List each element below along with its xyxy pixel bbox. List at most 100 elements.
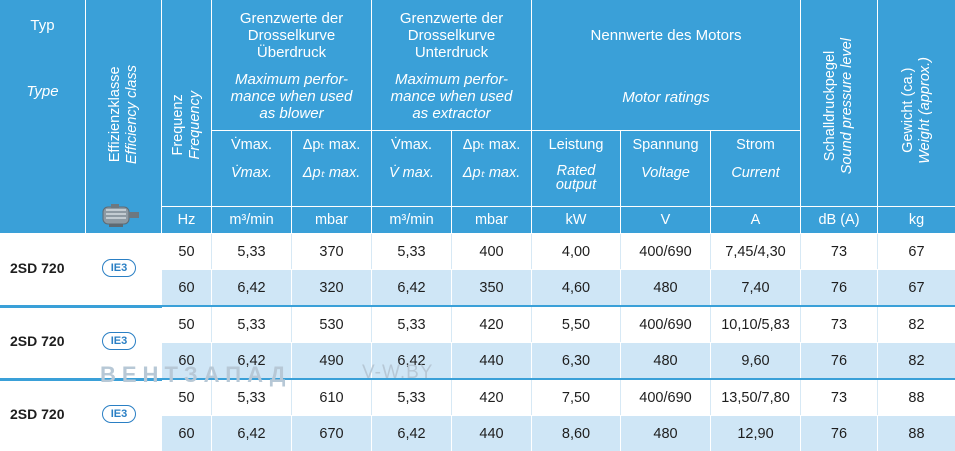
table-cell: 76 — [830, 425, 848, 442]
cell-divider — [877, 270, 878, 305]
header-dp-de: Δpₜ max. — [302, 137, 361, 153]
header-divider — [531, 0, 532, 233]
header-typ-de: Typ — [30, 16, 55, 34]
header-leistung-de: Leistung — [548, 137, 604, 153]
cell-divider — [211, 270, 212, 305]
product-type: 2SD 720 — [10, 260, 65, 276]
table-cell: 6,42 — [397, 352, 426, 369]
table-cell: 6,42 — [237, 352, 266, 369]
header-divider — [371, 0, 372, 233]
header-blower-group: Grenzwerte der Drosselkurve Überdruck Ma… — [212, 10, 371, 125]
header-divider — [451, 130, 452, 233]
table-cell: 50 — [178, 389, 195, 406]
header-dp2-en: Δpₜ max. — [462, 165, 521, 181]
header-divider — [85, 0, 86, 233]
product-type: 2SD 720 — [10, 333, 65, 349]
unit-volt: V — [660, 212, 671, 228]
table-cell: 6,42 — [397, 279, 426, 296]
table-cell: 420 — [479, 316, 504, 333]
header-sound-de: Schalldruckpegel — [822, 50, 838, 162]
cell-divider — [451, 307, 452, 342]
table-cell: 82 — [908, 316, 925, 333]
table-cell: 480 — [653, 425, 678, 442]
table-cell: 530 — [319, 316, 344, 333]
header-leistung-en-2: output — [555, 177, 597, 193]
header-blower-de-1: Grenzwerte der — [239, 10, 344, 27]
header-dp-en: Δpₜ max. — [302, 165, 361, 181]
table-row — [162, 380, 955, 415]
unit-pressure-blower: mbar — [314, 212, 349, 228]
header-efficiency: Effizienzklasse Efficiency class — [86, 30, 161, 200]
header-blower-de-2: Drosselkurve — [247, 27, 336, 44]
cell-divider — [877, 343, 878, 378]
cell-divider — [451, 343, 452, 378]
header-frequency-de: Frequenz — [169, 94, 186, 156]
table-cell: 400 — [479, 243, 504, 260]
group-divider — [0, 378, 955, 381]
table-cell: 6,42 — [237, 425, 266, 442]
cell-divider — [710, 416, 711, 451]
cell-divider — [291, 416, 292, 451]
cell-divider — [451, 380, 452, 415]
motor-icon — [97, 203, 145, 229]
table-cell: 76 — [830, 352, 848, 369]
header-strom-en: Current — [731, 165, 780, 181]
cell-divider — [451, 416, 452, 451]
header-sound: Schalldruckpegel Sound pressure level — [801, 10, 877, 202]
header-leistung-en-1: Rated — [556, 163, 596, 179]
table-cell: 73 — [830, 243, 848, 260]
cell-divider — [531, 234, 532, 269]
table-cell: 320 — [319, 279, 344, 296]
table-cell: 6,42 — [237, 279, 266, 296]
table-cell: 6,42 — [397, 425, 426, 442]
table-cell: 5,33 — [397, 316, 426, 333]
cell-divider — [531, 307, 532, 342]
header-divider — [161, 206, 955, 207]
header-vmax-de: V̇max. — [230, 137, 273, 153]
header-extractor-de-1: Grenzwerte der — [399, 10, 504, 27]
cell-divider — [877, 307, 878, 342]
table-cell: 5,33 — [237, 243, 266, 260]
cell-divider — [371, 380, 372, 415]
header-vmax-en: V̇max. — [230, 165, 273, 181]
table-cell: 370 — [319, 243, 344, 260]
cell-divider — [371, 307, 372, 342]
cell-divider — [877, 234, 878, 269]
cell-divider — [291, 307, 292, 342]
table-cell: 88 — [908, 425, 925, 442]
table-cell: 67 — [908, 243, 925, 260]
cell-divider — [371, 234, 372, 269]
table-cell: 610 — [319, 389, 344, 406]
unit-hz: Hz — [177, 212, 196, 228]
cell-divider — [620, 380, 621, 415]
header-divider — [620, 130, 621, 233]
cell-divider — [877, 416, 878, 451]
unit-amp: A — [750, 212, 761, 228]
watermark-site: V-W.BY — [362, 362, 434, 383]
unit-kg: kg — [908, 212, 925, 228]
table-cell: 400/690 — [639, 389, 692, 406]
table-cell: 8,60 — [561, 425, 591, 442]
table-header — [0, 0, 955, 233]
table-cell: 13,50/7,80 — [721, 389, 790, 406]
cell-divider — [710, 343, 711, 378]
header-blower-de-3: Überdruck — [256, 44, 327, 61]
table-cell: 5,33 — [397, 389, 426, 406]
table-cell: 7,45/4,30 — [725, 243, 786, 260]
unit-pressure-extractor: mbar — [474, 212, 509, 228]
cell-divider — [620, 270, 621, 305]
efficiency-badge: IE3 — [102, 259, 136, 277]
header-blower-en-1: Maximum perfor- — [234, 71, 349, 88]
cell-divider — [291, 343, 292, 378]
header-strom-de: Strom — [736, 137, 775, 153]
header-divider — [291, 130, 292, 233]
header-weight: Gewicht (ca.) Weight (approx.) — [878, 20, 955, 200]
header-extractor-group: Grenzwerte der Drosselkurve Unterdruck M… — [372, 10, 531, 125]
cell-divider — [800, 307, 801, 342]
cell-divider — [531, 270, 532, 305]
table-cell: 490 — [319, 352, 344, 369]
cell-divider — [291, 380, 292, 415]
cell-divider — [800, 234, 801, 269]
table-cell: 7,40 — [741, 279, 770, 296]
unit-kw: kW — [565, 212, 587, 228]
